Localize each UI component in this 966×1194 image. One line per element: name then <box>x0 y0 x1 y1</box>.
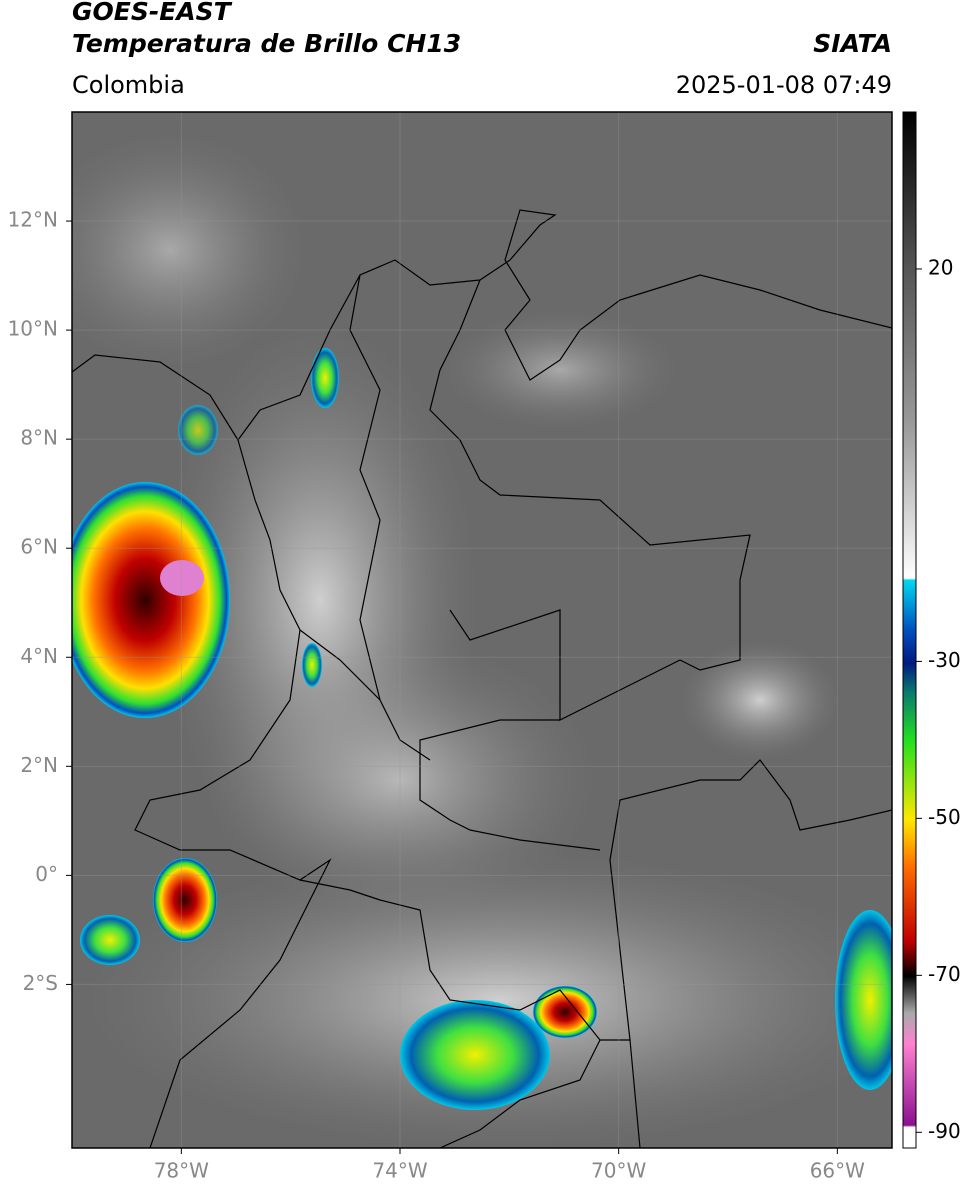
y-tick-label: 2°N <box>20 753 58 777</box>
colorbar-tick-label: -90 <box>928 1119 961 1143</box>
convective-core <box>160 560 204 596</box>
y-tick-label: 10°N <box>8 317 58 341</box>
y-tick-label: 6°N <box>20 535 58 559</box>
colorbar-tick-label: 20 <box>928 255 953 279</box>
convective-storm <box>80 915 140 965</box>
x-tick-label: 74°W <box>372 1159 427 1183</box>
colorbar <box>902 111 917 1149</box>
y-tick-label: 12°N <box>8 208 58 232</box>
x-tick-label: 66°W <box>810 1159 865 1183</box>
x-tick-label: 70°W <box>591 1159 646 1183</box>
convective-storm <box>400 1000 550 1110</box>
x-tick-label: 78°W <box>154 1159 209 1183</box>
cloud <box>72 130 310 370</box>
colorbar-tick-label: -70 <box>928 962 961 986</box>
cloud <box>80 850 892 1148</box>
convective-storm <box>302 643 322 687</box>
convective-storm <box>835 910 892 1090</box>
convective-storm <box>153 858 217 942</box>
borders <box>72 209 892 1148</box>
cloud <box>440 310 680 430</box>
y-tick-label: 4°N <box>20 644 58 668</box>
cloud <box>680 640 840 760</box>
y-tick-label: 2°S <box>23 971 58 995</box>
convective-storm <box>178 405 218 455</box>
y-tick-label: 0° <box>35 862 58 886</box>
region: Colombia <box>72 71 185 99</box>
colorbar-tick-label: -50 <box>928 805 961 829</box>
source: SIATA <box>813 29 892 58</box>
convective-storm <box>72 482 230 718</box>
map-grid <box>72 112 892 1148</box>
subtitle: Temperatura de Brillo CH13 <box>72 29 461 58</box>
title: GOES-EAST <box>72 0 233 26</box>
datetime: 2025-01-08 07:49 <box>676 71 892 99</box>
convective-storm <box>533 986 597 1038</box>
y-tick-label: 8°N <box>20 426 58 450</box>
satellite-image <box>72 112 892 1148</box>
convective-storm <box>311 348 339 408</box>
map-frame <box>71 111 893 1149</box>
colorbar-tick-label: -30 <box>928 648 961 672</box>
